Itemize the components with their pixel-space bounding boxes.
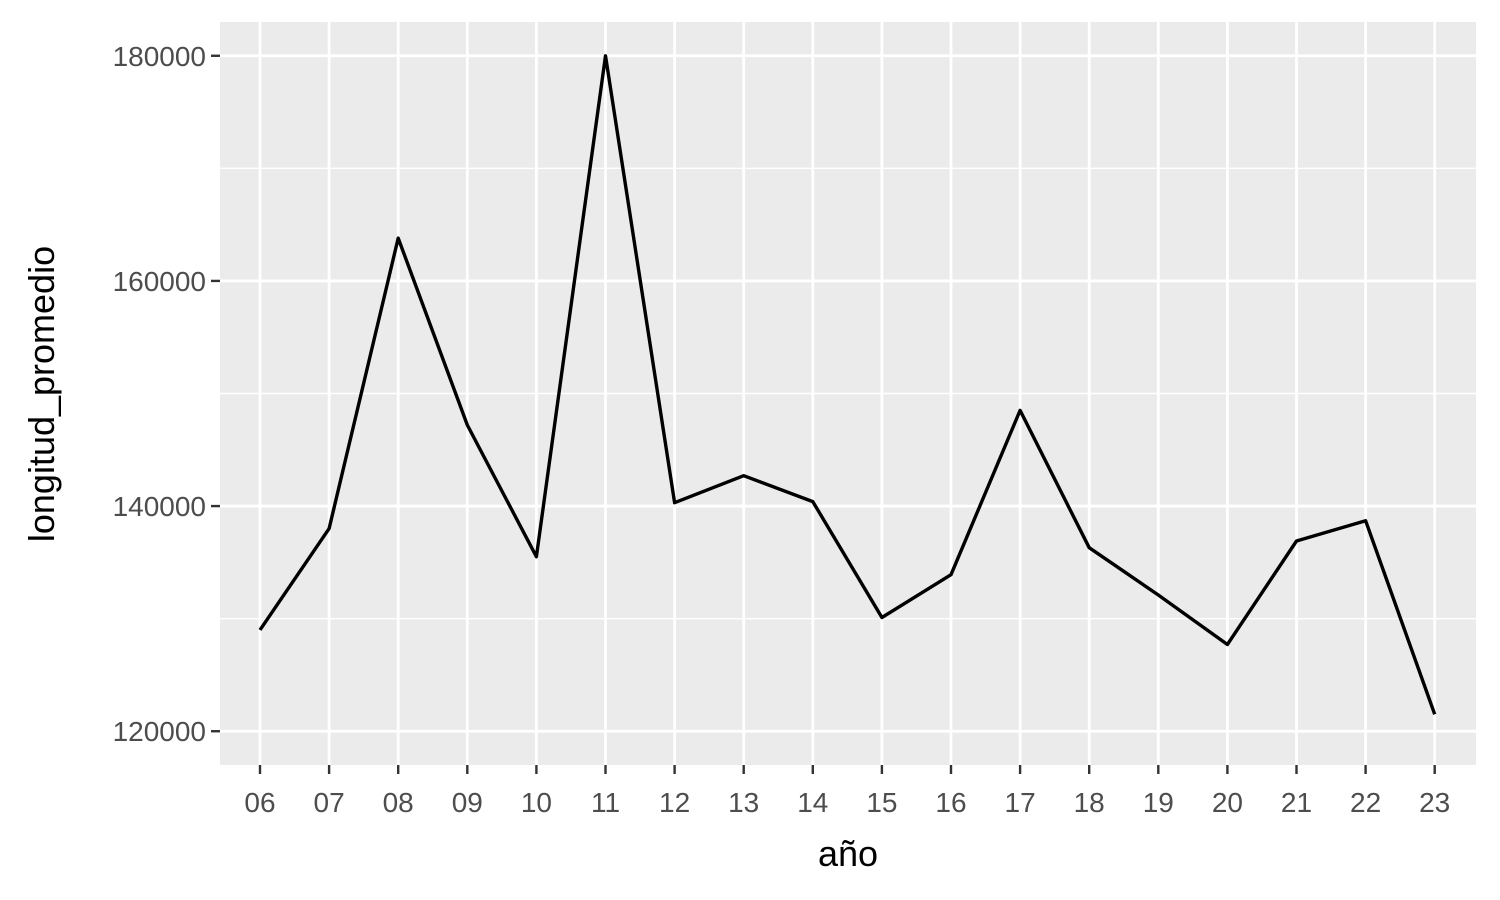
y-axis-title: longitud_promedio [21,246,62,542]
minor-gridlines [220,167,1476,620]
x-tick-label: 17 [1005,787,1036,818]
y-tick-labels: 120000 140000 160000 180000 [113,41,206,747]
series-lines [258,54,1437,715]
x-tick-label: 18 [1074,787,1105,818]
x-axis-title: año [818,833,878,874]
y-tick-label: 180000 [113,41,206,72]
x-tick-label: 06 [244,787,275,818]
x-tick-label: 14 [797,787,828,818]
major-gridlines [220,22,1476,765]
y-tick-label: 120000 [113,716,206,747]
x-tick-labels: 06 07 08 09 10 11 12 13 14 15 16 17 18 19 20 21 22 23 [244,787,1450,818]
series-line [258,54,1437,715]
x-tick-label: 15 [866,787,897,818]
x-tick-label: 07 [314,787,345,818]
x-tick-label: 08 [383,787,414,818]
axis-ticks [211,54,1436,774]
y-tick-label: 140000 [113,491,206,522]
y-tick-label: 160000 [113,266,206,297]
x-tick-label: 09 [452,787,483,818]
x-tick-label: 21 [1281,787,1312,818]
x-tick-label: 23 [1419,787,1450,818]
x-tick-label: 11 [591,787,620,818]
x-tick-label: 12 [659,787,690,818]
x-tick-label: 20 [1212,787,1243,818]
x-tick-label: 16 [935,787,966,818]
x-tick-label: 22 [1350,787,1381,818]
x-tick-label: 19 [1143,787,1174,818]
x-tick-label: 13 [728,787,759,818]
x-tick-label: 10 [521,787,552,818]
